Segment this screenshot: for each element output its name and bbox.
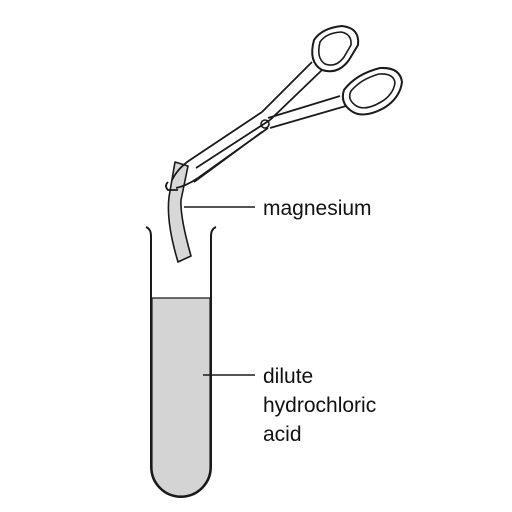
- tongs-tips: [165, 181, 178, 191]
- acid-label-line-1: dilute: [263, 365, 314, 388]
- acid-label-line-3: acid: [263, 423, 302, 446]
- acid-label: dilute hydrochloric acid: [263, 362, 376, 449]
- tongs-lower-jaw: [175, 127, 269, 189]
- test-tube: [145, 226, 217, 498]
- magnesium-label: magnesium: [263, 194, 372, 223]
- tongs-lower-ring-inner: [348, 73, 396, 109]
- tongs-upper-ring-inner: [318, 31, 352, 66]
- acid-label-line-2: hydrochloric: [263, 394, 377, 417]
- magnesium-ribbon: [167, 161, 192, 263]
- tongs-upper-arm: [261, 61, 323, 121]
- acid-liquid: [151, 297, 211, 497]
- magnesium-label-text: magnesium: [263, 197, 372, 220]
- tongs: [165, 24, 404, 191]
- tongs-lower-arm: [267, 95, 347, 129]
- tongs-upper-jaw: [171, 111, 271, 181]
